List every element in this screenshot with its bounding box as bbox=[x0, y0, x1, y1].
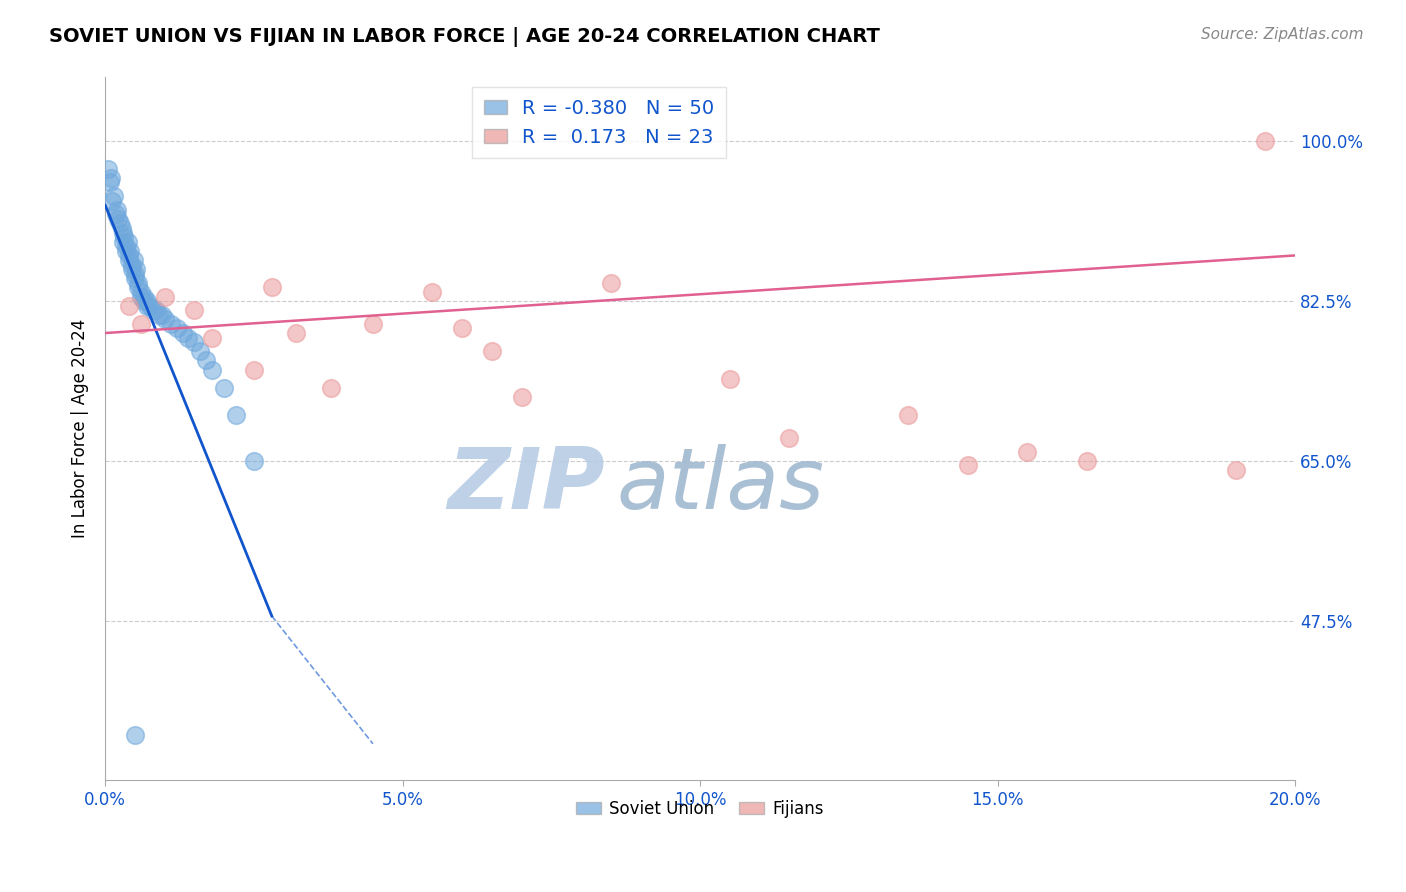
Y-axis label: In Labor Force | Age 20-24: In Labor Force | Age 20-24 bbox=[72, 319, 89, 539]
Point bbox=[122, 252, 145, 267]
Point bbox=[1254, 134, 1277, 148]
Point bbox=[127, 276, 149, 290]
Point bbox=[153, 312, 176, 326]
Point bbox=[118, 248, 141, 262]
Point bbox=[112, 235, 135, 249]
Point bbox=[108, 217, 131, 231]
Point bbox=[183, 303, 205, 318]
Point bbox=[260, 280, 283, 294]
Point bbox=[103, 189, 125, 203]
Point bbox=[212, 381, 235, 395]
Point bbox=[129, 285, 152, 299]
Point bbox=[132, 294, 155, 309]
Point bbox=[183, 335, 205, 350]
Point bbox=[142, 303, 165, 318]
Point bbox=[243, 454, 266, 468]
Point bbox=[177, 330, 200, 344]
Point bbox=[201, 362, 224, 376]
Point bbox=[778, 431, 800, 445]
Point bbox=[225, 408, 247, 422]
Point bbox=[121, 258, 143, 272]
Point bbox=[361, 317, 384, 331]
Point bbox=[97, 161, 120, 176]
Point bbox=[107, 211, 129, 226]
Point bbox=[190, 344, 212, 359]
Point bbox=[195, 353, 218, 368]
Point bbox=[897, 408, 920, 422]
Point bbox=[148, 308, 170, 322]
Point bbox=[135, 294, 157, 309]
Point bbox=[139, 299, 162, 313]
Point bbox=[127, 280, 149, 294]
Point bbox=[124, 728, 146, 742]
Point bbox=[115, 244, 138, 258]
Point bbox=[118, 252, 141, 267]
Point bbox=[118, 299, 141, 313]
Point bbox=[129, 317, 152, 331]
Point bbox=[115, 239, 138, 253]
Point bbox=[135, 299, 157, 313]
Point bbox=[321, 381, 343, 395]
Point bbox=[510, 390, 533, 404]
Text: SOVIET UNION VS FIJIAN IN LABOR FORCE | AGE 20-24 CORRELATION CHART: SOVIET UNION VS FIJIAN IN LABOR FORCE | … bbox=[49, 27, 880, 46]
Point bbox=[243, 362, 266, 376]
Point bbox=[481, 344, 503, 359]
Point bbox=[125, 262, 148, 277]
Point bbox=[1076, 454, 1098, 468]
Point bbox=[105, 202, 128, 217]
Point bbox=[117, 235, 139, 249]
Point bbox=[718, 372, 741, 386]
Point bbox=[1017, 444, 1039, 458]
Point bbox=[159, 317, 181, 331]
Point bbox=[124, 267, 146, 281]
Point bbox=[100, 170, 122, 185]
Point bbox=[145, 303, 167, 318]
Point bbox=[451, 321, 474, 335]
Point bbox=[112, 226, 135, 240]
Point bbox=[153, 289, 176, 303]
Text: ZIP: ZIP bbox=[447, 443, 605, 526]
Point bbox=[150, 308, 173, 322]
Point bbox=[98, 175, 121, 189]
Legend: Soviet Union, Fijians: Soviet Union, Fijians bbox=[569, 793, 831, 825]
Point bbox=[201, 330, 224, 344]
Point bbox=[132, 289, 155, 303]
Point bbox=[1225, 463, 1247, 477]
Point bbox=[172, 326, 194, 340]
Text: atlas: atlas bbox=[617, 443, 825, 526]
Point bbox=[129, 289, 152, 303]
Point bbox=[166, 321, 188, 335]
Point bbox=[124, 271, 146, 285]
Point bbox=[956, 458, 979, 473]
Point bbox=[101, 194, 124, 208]
Point bbox=[599, 276, 621, 290]
Point bbox=[111, 221, 134, 235]
Point bbox=[120, 244, 142, 258]
Point bbox=[284, 326, 307, 340]
Point bbox=[422, 285, 444, 299]
Text: Source: ZipAtlas.com: Source: ZipAtlas.com bbox=[1201, 27, 1364, 42]
Point bbox=[112, 230, 135, 244]
Point bbox=[121, 262, 143, 277]
Point bbox=[104, 207, 127, 221]
